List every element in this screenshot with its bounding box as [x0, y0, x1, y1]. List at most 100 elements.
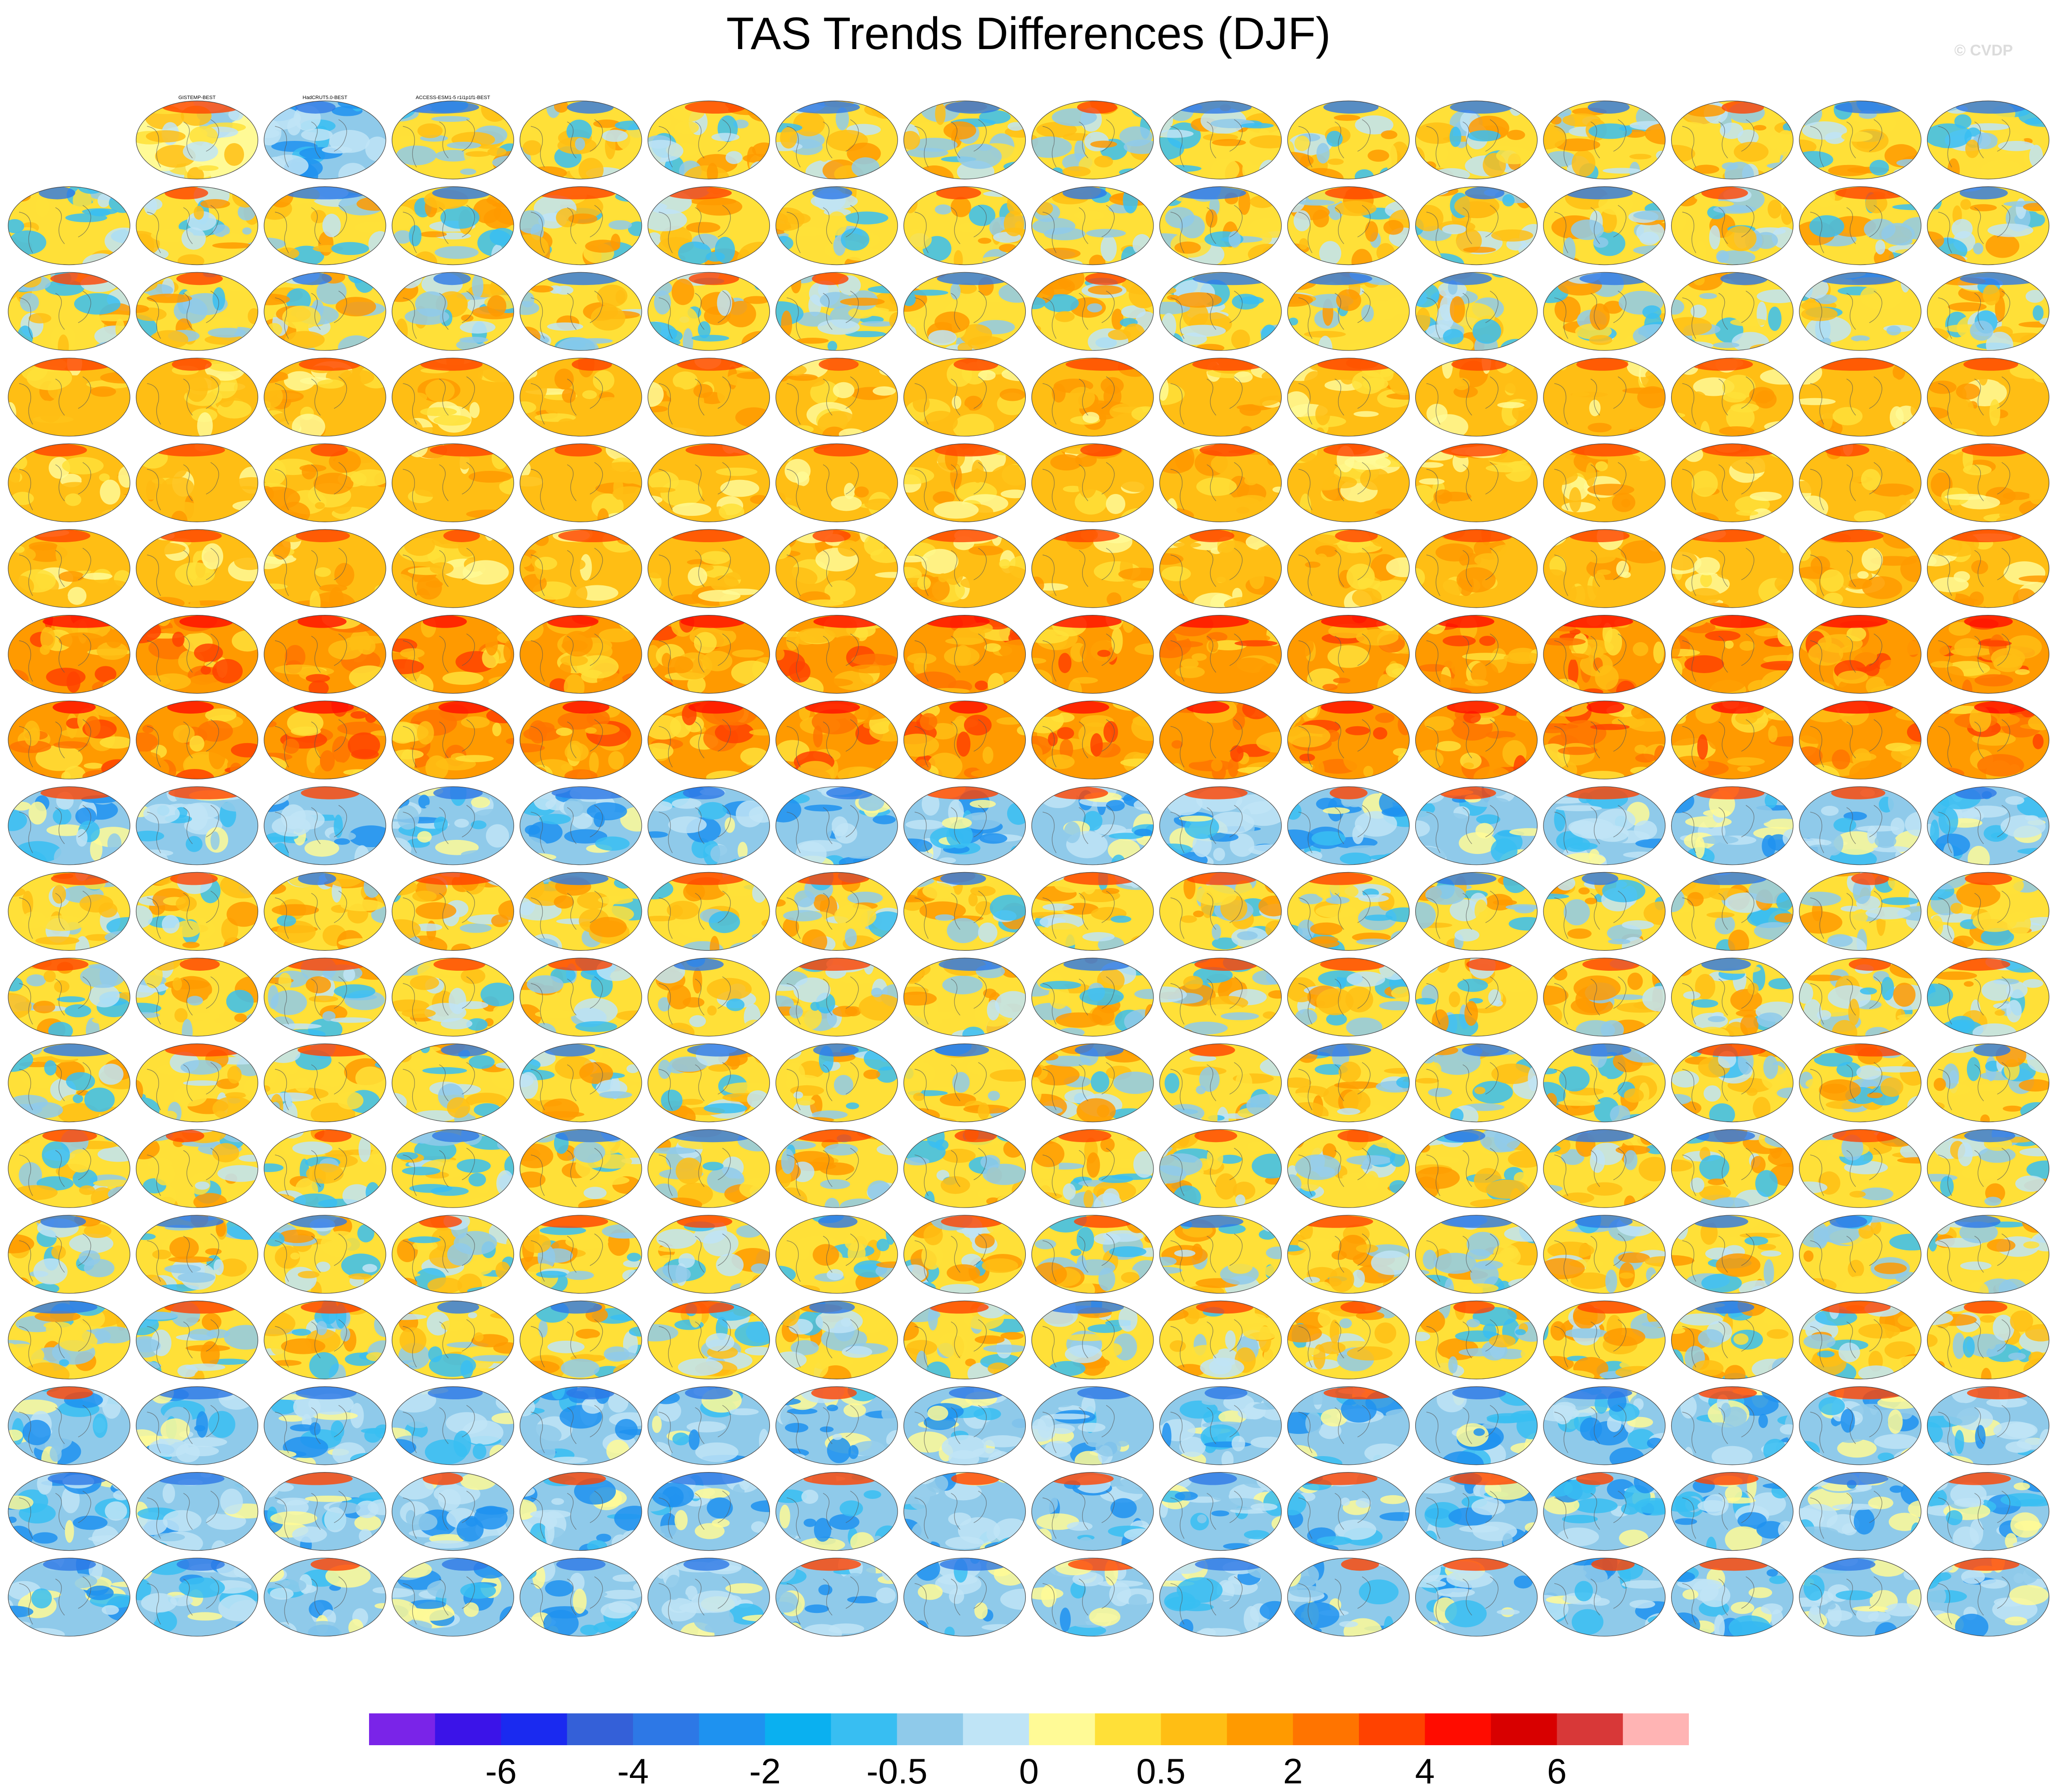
map-panel: [1799, 443, 1922, 523]
map-panel: [1927, 272, 2050, 351]
map-panel: [903, 529, 1026, 608]
map-panel: [519, 700, 642, 779]
map-panel: [391, 1386, 514, 1465]
map-panel: [391, 529, 514, 608]
map-panel: [135, 358, 259, 437]
map-panel: [647, 1215, 770, 1294]
map-panel: [1543, 1300, 1666, 1379]
map-panel: [519, 1557, 642, 1637]
map-panel: [647, 1386, 770, 1465]
map-panel: [1799, 100, 1922, 180]
map-panel: [647, 700, 770, 779]
map-panel: [903, 100, 1026, 180]
map-panel: [1543, 958, 1666, 1037]
map-panel: [1927, 186, 2050, 265]
map-panel: [1031, 958, 1154, 1037]
map-panel: [519, 1386, 642, 1465]
map-panel: [775, 1129, 898, 1208]
map-panel: [1287, 786, 1410, 865]
map-panel: [135, 1557, 259, 1637]
map-panel: [1671, 872, 1794, 951]
map-panel: [8, 700, 130, 779]
map-panel: [519, 272, 642, 351]
map-panel: [1543, 1557, 1666, 1637]
map-panel: [8, 529, 130, 608]
map-panel: [1287, 872, 1410, 951]
map-panel: [1543, 700, 1666, 779]
map-panel: [1543, 100, 1666, 180]
map-panel: [647, 100, 770, 180]
colorbar-segment: [1029, 1713, 1095, 1745]
map-panel: [519, 529, 642, 608]
map-panel: [264, 1043, 386, 1123]
map-panel: [1927, 1386, 2050, 1465]
map-panel: [391, 1215, 514, 1294]
map-panel: [903, 1386, 1026, 1465]
map-panel: [264, 1386, 386, 1465]
map-panel: [903, 1557, 1026, 1637]
map-panel: [1031, 358, 1154, 437]
colorbar-segment: [1623, 1713, 1689, 1745]
map-panel: [264, 872, 386, 951]
map-panel: [1543, 529, 1666, 608]
map-panel: [135, 958, 259, 1037]
map-panel: [1671, 1557, 1794, 1637]
panel-label: HadCRUT5.0-BEST: [303, 95, 348, 100]
map-panel: [1287, 1472, 1410, 1551]
map-panel: [647, 186, 770, 265]
map-panel: [264, 614, 386, 694]
map-panel: [1159, 1386, 1282, 1465]
map-panel: [1799, 186, 1922, 265]
map-panel: [519, 358, 642, 437]
map-panel: [1159, 186, 1282, 265]
map-panel: [1927, 1129, 2050, 1208]
map-panel: [8, 1300, 130, 1379]
map-panel: [775, 958, 898, 1037]
map-panel: [264, 958, 386, 1037]
map-panel: [1287, 1129, 1410, 1208]
map-panel: [775, 786, 898, 865]
map-panel: [1799, 1129, 1922, 1208]
map-panel: [1159, 614, 1282, 694]
map-panel: [1031, 1043, 1154, 1123]
map-panel: [647, 529, 770, 608]
map-panel: [1671, 786, 1794, 865]
map-panel: [264, 443, 386, 523]
panel-label: ACCESS-ESM1-5 r1i1p1f1-BEST: [416, 95, 490, 100]
map-panel: [1671, 1386, 1794, 1465]
colorbar: [369, 1713, 1689, 1745]
map-panel: [1543, 1129, 1666, 1208]
map-panel: [519, 958, 642, 1037]
map-panel: [1671, 1215, 1794, 1294]
map-panel: [264, 786, 386, 865]
map-panel: [1287, 186, 1410, 265]
colorbar-tick-label: -4: [617, 1751, 649, 1791]
map-panel: [903, 443, 1026, 523]
colorbar-segment: [1161, 1713, 1228, 1745]
map-panel: [1671, 1043, 1794, 1123]
map-panel: [903, 1300, 1026, 1379]
map-panel: [391, 358, 514, 437]
colorbar-tick-label: -0.5: [866, 1751, 928, 1791]
colorbar-segment: [1293, 1713, 1359, 1745]
map-panel: [1799, 872, 1922, 951]
map-panel: [1671, 443, 1794, 523]
map-panel: [1799, 700, 1922, 779]
map-panel: [1031, 786, 1154, 865]
map-panel: [1031, 443, 1154, 523]
map-panel: [519, 1472, 642, 1551]
map-panel: [264, 700, 386, 779]
map-panel: [1543, 1386, 1666, 1465]
map-panel: [391, 1043, 514, 1123]
map-panel: [1031, 186, 1154, 265]
colorbar-segment: [765, 1713, 831, 1745]
map-panel: [391, 272, 514, 351]
panel-grid: GISTEMP-BEST HadCRUT5.0-BEST ACCESS-ESM1-5…: [8, 95, 2050, 1637]
map-panel: [1415, 529, 1538, 608]
map-panel: [647, 272, 770, 351]
map-panel: [775, 1557, 898, 1637]
map-panel: [135, 872, 259, 951]
map-panel: [1287, 443, 1410, 523]
map-panel: [1415, 1386, 1538, 1465]
map-panel: [1031, 272, 1154, 351]
